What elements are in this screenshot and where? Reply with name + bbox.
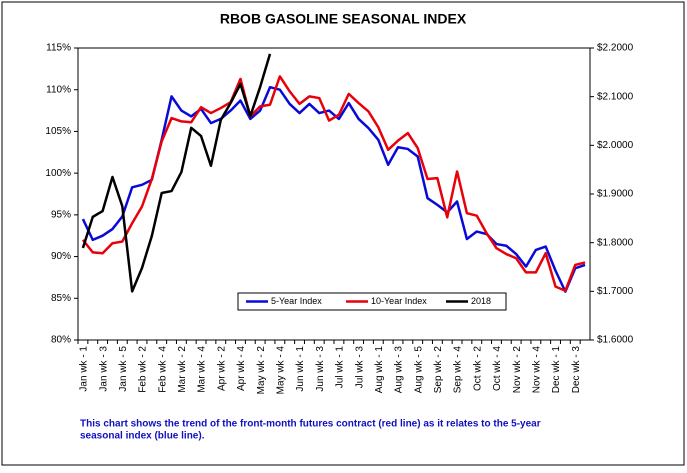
legend-label: 2018 (471, 296, 491, 306)
x-tick-label: May wk - 4 (275, 346, 286, 395)
x-tick-label: Jan wk - 5 (118, 346, 129, 392)
x-tick-label: Oct wk - 4 (492, 346, 503, 391)
y2-tick-label: $1.8000 (597, 237, 634, 248)
x-tick-label: Jul wk - 3 (354, 346, 365, 389)
x-tick-label: Jun wk - 1 (295, 346, 306, 392)
series-line (81, 75, 586, 293)
x-tick-label: Nov wk - 2 (512, 346, 523, 394)
y-tick-label: 115% (46, 43, 71, 54)
y-tick-label: 95% (51, 209, 71, 220)
x-tick-label: Jan wk - 1 (79, 346, 90, 392)
y2-tick-label: $2.0000 (597, 140, 634, 151)
x-tick-label: Dec wk - 3 (571, 346, 582, 394)
y2-tick-label: $1.9000 (597, 189, 634, 200)
x-tick-label: May wk - 2 (256, 346, 267, 395)
x-tick-label: Feb wk - 4 (157, 346, 168, 393)
frame (1, 1, 685, 466)
legend-box (237, 292, 507, 311)
x-tick-label: Apr wk - 2 (216, 346, 227, 391)
x-tick-label: Apr wk - 4 (236, 346, 247, 391)
x-tick-label: Jul wk - 1 (335, 346, 346, 389)
note: This chart shows the trend of the front-… (80, 419, 541, 430)
series-line (81, 53, 272, 293)
chart-title: RBOB GASOLINE SEASONAL INDEX (220, 11, 467, 27)
y2-tick-label: $2.1000 (597, 91, 634, 102)
y2-tick-label: $2.2000 (597, 43, 634, 54)
series-line (81, 85, 586, 293)
y-tick-label: 105% (45, 126, 71, 137)
x-tick-label: Dec wk - 1 (551, 346, 562, 394)
x-tick-label: Jun wk - 3 (315, 346, 326, 392)
y-tick-label: 85% (51, 293, 71, 304)
x-tick-label: Sep wk - 4 (453, 346, 464, 394)
y2-tick-label: $1.7000 (597, 286, 634, 297)
x-tick-label: Feb wk - 2 (138, 346, 149, 393)
x-tick-label: Aug wk - 1 (374, 346, 385, 394)
y-tick-label: 90% (51, 251, 71, 262)
y2-tick-label: $1.6000 (597, 335, 634, 346)
x-tick-label: Nov wk - 4 (531, 346, 542, 394)
x-tick-label: Mar wk - 4 (197, 346, 208, 393)
note: seasonal index (blue line). (80, 431, 205, 442)
x-tick-label: Sep wk - 2 (433, 346, 444, 394)
x-tick-label: Mar wk - 2 (177, 346, 188, 393)
y-tick-label: 110% (46, 84, 71, 95)
legend-label: 10-Year Index (371, 296, 427, 306)
x-tick-label: Jan wk - 3 (98, 346, 109, 392)
legend-label: 5-Year Index (271, 296, 322, 306)
x-tick-label: Aug wk - 3 (394, 346, 405, 394)
x-tick-label: Oct wk - 2 (472, 346, 483, 391)
x-tick-label: Aug wk - 5 (413, 346, 424, 394)
y-tick-label: 100% (45, 168, 71, 179)
y-tick-label: 80% (51, 335, 71, 346)
